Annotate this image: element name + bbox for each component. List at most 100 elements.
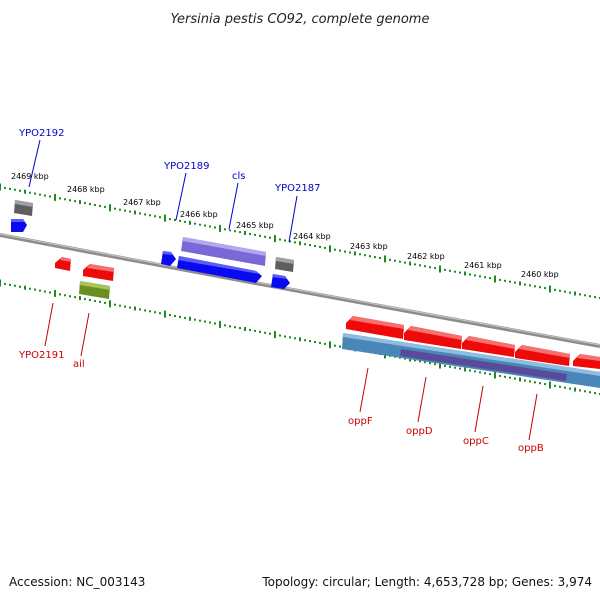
lower-scale-tick-116: [579, 389, 581, 392]
lower-scale-tick-27: [134, 306, 136, 311]
upper-scale-tick-51: [254, 233, 256, 236]
gene-feature-ypo2190[interactable]: [161, 251, 176, 266]
upper-scale-tick-27: [134, 210, 136, 215]
upper-scale-tick-2: [9, 187, 11, 190]
upper-scale-tick-114: [569, 291, 571, 294]
lower-scale-tick-41: [204, 320, 206, 323]
lower-scale-tick-93: [464, 367, 466, 372]
upper-scale-tick-35: [174, 219, 176, 221]
upper-scale-tick-5: [24, 189, 26, 194]
upper-scale-tick-57: [284, 239, 286, 242]
gene-label-ypo2187[interactable]: YPO2187: [274, 183, 320, 194]
upper-scale-tick-88: [439, 265, 441, 273]
gene-label-oppb[interactable]: oppB: [518, 443, 544, 454]
upper-scale-tick-81: [404, 261, 406, 264]
gene-feature-oppa[interactable]: [573, 354, 600, 369]
gene-feature-ypo2186[interactable]: [271, 274, 290, 289]
lower-scale-tick-61: [304, 339, 306, 342]
lower-scale-tick-57: [284, 335, 286, 338]
upper-scale-tick-95: [474, 274, 476, 277]
upper-scale-tick-76: [379, 257, 381, 259]
gene-feature-ail-red[interactable]: [83, 264, 114, 281]
lower-scale-tick-20: [99, 300, 101, 303]
gene-feature-oppc[interactable]: [462, 336, 515, 357]
lower-scale-tick-98: [489, 373, 491, 376]
gene-feature-ypo2191[interactable]: [55, 257, 71, 271]
lower-scale-tick-30: [149, 310, 151, 313]
lower-scale-tick-107: [534, 381, 536, 384]
gene-feature-oppb[interactable]: [515, 345, 570, 366]
lower-scale-tick-66: [329, 341, 331, 349]
lower-scale-tick-11: [54, 289, 56, 297]
topology-text: Topology: circular; Length: 4,653,728 bp…: [261, 575, 592, 589]
upper-scale-tick-78: [389, 258, 391, 261]
gene-label-ypo2189[interactable]: YPO2189: [163, 161, 209, 172]
upper-scale-tick-109: [544, 287, 546, 290]
upper-scale-tick-94: [469, 273, 471, 276]
gene-label-ypo2191[interactable]: YPO2191: [18, 350, 64, 361]
upper-scale-tick-72: [359, 253, 361, 256]
gene-feature-ail[interactable]: [79, 281, 110, 299]
lower-scale-tick-58: [289, 336, 291, 339]
lower-scale-tick-47: [234, 326, 236, 329]
upper-scale-tick-41: [204, 224, 206, 227]
upper-scale-tick-61: [304, 243, 306, 246]
lower-scale-tick-106: [529, 380, 531, 383]
lower-scale-tick-103: [514, 377, 516, 380]
lower-scale-tick-44: [219, 320, 221, 328]
upper-scale-tick-59: [294, 241, 296, 244]
upper-scale-tick-86: [429, 266, 431, 269]
kbp-label-2467: 2467 kbp: [123, 198, 161, 207]
lower-scale-tick-108: [539, 382, 541, 385]
gene-feature-ypo2187[interactable]: [275, 257, 294, 272]
upper-scale-tick-84: [419, 264, 421, 267]
gene-label-oppf[interactable]: oppF: [348, 416, 373, 427]
lower-scale-tick-6: [29, 287, 31, 290]
scale-ticks-upper: [0, 183, 600, 299]
gene-feature-oppf[interactable]: [346, 316, 404, 339]
upper-scale-tick-116: [579, 293, 581, 296]
gene-feature-oppd[interactable]: [404, 326, 462, 349]
gene-label-ail[interactable]: ail: [73, 359, 85, 370]
upper-scale-tick-17: [84, 202, 86, 205]
upper-scale-tick-73: [364, 254, 366, 257]
gene-label-ypo2192[interactable]: YPO2192: [18, 128, 64, 139]
upper-scale-tick-63: [314, 245, 316, 247]
gene-label-oppd[interactable]: oppD: [406, 426, 433, 437]
lower-scale-tick-21: [104, 301, 106, 304]
upper-scale-tick-64: [319, 245, 321, 248]
upper-scale-tick-11: [54, 193, 56, 201]
upper-scale-tick-9: [44, 194, 46, 197]
lower-scale-tick-94: [469, 369, 471, 372]
upper-scale-tick-30: [149, 214, 151, 217]
gene-feature-ypo2193[interactable]: [14, 200, 33, 216]
gene-feature-ypo2189[interactable]: [181, 237, 266, 266]
upper-scale-tick-77: [384, 255, 386, 263]
gene-label-cls[interactable]: cls: [232, 171, 246, 182]
upper-scale-tick-82: [409, 261, 411, 266]
lower-scale-tick-12: [59, 293, 61, 296]
upper-scale-tick-22: [109, 204, 111, 212]
lower-scale-tick-89: [444, 364, 446, 367]
scale-ticks-lower: [0, 279, 600, 395]
upper-scale-tick-106: [529, 284, 531, 287]
upper-scale-tick-6: [29, 191, 31, 194]
lower-scale-tick-83: [414, 359, 416, 362]
upper-scale-tick-104: [519, 281, 521, 286]
lower-scale-tick-100: [499, 374, 501, 377]
upper-scale-tick-52: [259, 234, 261, 237]
gene-feature-cls[interactable]: [177, 256, 262, 283]
gene-label-oppc[interactable]: oppC: [463, 436, 489, 447]
lower-scale-tick-5: [24, 285, 26, 290]
lower-scale-tick-23: [114, 303, 116, 306]
gene-feature-opp-band-purple[interactable]: [400, 349, 567, 381]
upper-scale-tick-89: [444, 268, 446, 271]
upper-scale-tick-19: [94, 204, 96, 206]
lower-scale-tick-22: [109, 300, 111, 308]
gene-feature-ypo2192[interactable]: [11, 219, 27, 232]
upper-scale-tick-113: [564, 290, 566, 293]
lower-scale-tick-2: [9, 283, 11, 286]
lower-scale-tick-15: [74, 296, 76, 299]
upper-scale-tick-115: [574, 291, 576, 296]
